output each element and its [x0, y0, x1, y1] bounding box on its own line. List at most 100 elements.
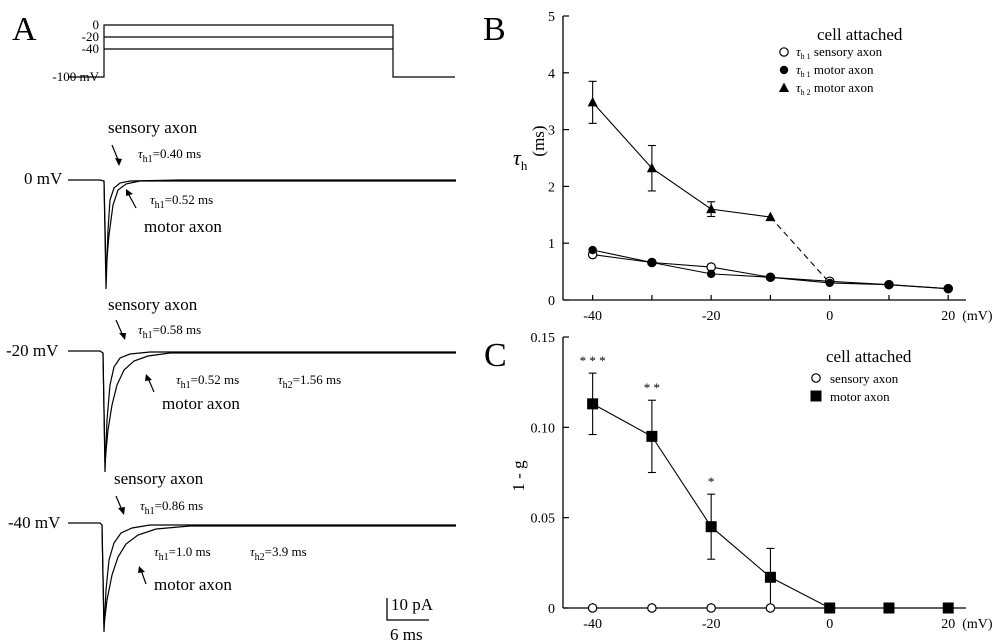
- x-tick-label: -20: [702, 309, 721, 324]
- voltage-label: -40 mV: [8, 513, 61, 532]
- legend-label: τh 1 motor axon: [796, 62, 874, 79]
- protocol-label-20: -20: [82, 29, 99, 44]
- data-point: [647, 258, 657, 267]
- sensory-tau-label: τh1=0.86 ms: [140, 498, 203, 517]
- scale-bar: 10 pA 6 ms: [386, 595, 434, 642]
- series-line: [592, 101, 771, 218]
- series-line: [592, 249, 949, 290]
- arrow-icon: [126, 189, 137, 209]
- y-axis-label: τh: [513, 145, 528, 173]
- y-tick-label: 2: [548, 180, 555, 195]
- data-point: [587, 96, 598, 107]
- motor-trace: [102, 352, 456, 463]
- y-tick-label: 0.10: [531, 421, 556, 436]
- trace-group-minus40mv: sensory axon τh1=0.86 ms -40 mV τh1=1.0 …: [8, 469, 456, 633]
- legend-marker: [810, 390, 822, 402]
- x-axis-label: (mV): [962, 617, 993, 632]
- sensory-axon-label: sensory axon: [108, 295, 198, 314]
- significance-marker: * *: [644, 380, 660, 395]
- x-tick-label: 20: [941, 309, 955, 324]
- data-point: [765, 211, 776, 222]
- y-tick-label: 5: [548, 10, 555, 25]
- panel-b-letter: B: [483, 11, 506, 48]
- legend-label: sensory axon: [830, 371, 899, 386]
- y-tick-label: 0: [548, 294, 555, 309]
- legend-marker: [811, 373, 821, 383]
- series-dashed-line: [770, 216, 831, 284]
- data-point: [587, 398, 599, 410]
- motor-axon-label: motor axon: [162, 394, 240, 413]
- sensory-tau-label: τh1=0.40 ms: [138, 146, 201, 165]
- motor-trace: [103, 180, 456, 271]
- x-tick-label: -40: [583, 309, 602, 324]
- sensory-trace: [68, 522, 456, 633]
- y-tick-label: 0.15: [531, 331, 556, 346]
- x-tick-label: -40: [583, 617, 602, 632]
- arrow-icon: [138, 566, 147, 585]
- legend-title: cell attached: [817, 25, 903, 44]
- legend-marker: [779, 65, 789, 75]
- data-point: [764, 571, 776, 583]
- legend-label: motor axon: [830, 389, 890, 404]
- chart-c: 0 0.05 0.10 0.15 -40 -20 0 20 (mV) 1 - g cell atta…: [509, 331, 993, 632]
- arrow-icon: [115, 319, 126, 340]
- panel-a-letter: A: [12, 11, 37, 48]
- arrow-icon: [115, 495, 125, 515]
- motor-tau-label: τh1=1.0 ms: [154, 544, 211, 563]
- y-tick-label: 3: [548, 124, 555, 139]
- arrow-icon: [111, 144, 122, 166]
- data-point: [884, 280, 894, 289]
- data-point: [647, 603, 657, 613]
- y-tick-label: 4: [548, 67, 555, 82]
- scale-bar-lines: [386, 598, 429, 621]
- data-point: [706, 203, 717, 214]
- legend-marker: [779, 47, 789, 57]
- motor-tau2-label: τh2=1.56 ms: [278, 372, 341, 391]
- legend-title: cell attached: [826, 347, 912, 366]
- voltage-label: 0 mV: [24, 169, 63, 188]
- data-point: [706, 269, 716, 279]
- motor-tau-label: τh1=0.52 ms: [176, 372, 239, 391]
- trace-group-minus20mv: sensory axon τh1=0.58 ms -20 mV τh1=0.52…: [6, 295, 456, 473]
- trace-group-0mv: sensory axon τh1=0.40 ms 0 mV τh1=0.52 m…: [24, 118, 456, 290]
- voltage-label: -20 mV: [6, 341, 59, 360]
- data-point: [705, 521, 717, 533]
- motor-axon-label: motor axon: [154, 575, 232, 594]
- significance-marker: *: [708, 474, 715, 489]
- protocol-label-0: 0: [93, 17, 100, 32]
- motor-axon-label: motor axon: [144, 217, 222, 236]
- panel-c-letter: C: [484, 337, 507, 374]
- series-line: [592, 254, 949, 290]
- data-point: [706, 603, 716, 613]
- legend-marker: [779, 82, 789, 92]
- y-tick-label: 1: [548, 237, 555, 252]
- data-point: [825, 278, 834, 288]
- sensory-trace: [68, 350, 456, 473]
- motor-tau2-label: τh2=3.9 ms: [250, 544, 307, 563]
- y-tick-label: 0.05: [531, 512, 556, 527]
- data-point: [588, 245, 597, 255]
- data-point: [883, 602, 895, 614]
- sensory-axon-label: sensory axon: [114, 469, 204, 488]
- protocol-step-0: [68, 24, 455, 78]
- data-point: [646, 430, 658, 442]
- data-point: [765, 603, 776, 613]
- x-tick-label: 20: [941, 617, 955, 632]
- motor-tau-label: τh1=0.52 ms: [150, 192, 213, 211]
- legend-label: τh 2 motor axon: [796, 80, 874, 97]
- data-point: [646, 162, 657, 173]
- y-tick-label: 0: [548, 602, 555, 617]
- motor-trace: [101, 524, 456, 626]
- x-tick-label: 0: [826, 309, 833, 324]
- x-axis-label: (mV): [962, 309, 993, 324]
- data-point: [587, 603, 598, 613]
- data-point: [944, 284, 953, 293]
- scale-bar-current: 10 pA: [391, 595, 434, 614]
- protocol-label-40: -40: [82, 41, 99, 56]
- scale-bar-time: 6 ms: [390, 625, 423, 642]
- protocol-label-100: -100 mV: [52, 69, 99, 84]
- data-point: [942, 602, 954, 614]
- data-point: [766, 273, 775, 282]
